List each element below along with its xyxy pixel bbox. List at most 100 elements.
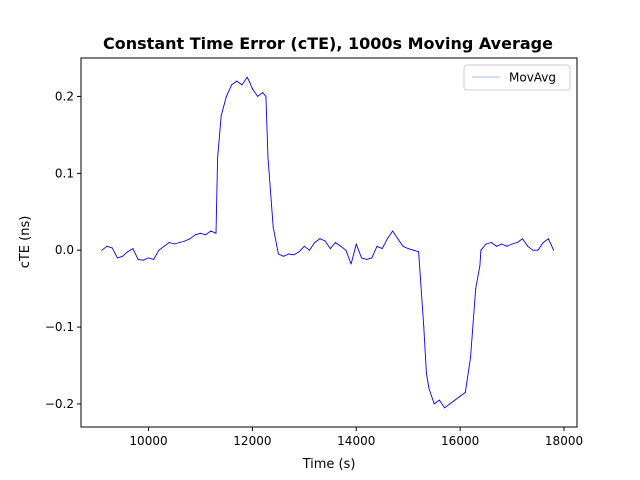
data-point bbox=[217, 157, 219, 159]
data-point bbox=[267, 157, 269, 159]
data-point bbox=[459, 395, 461, 397]
x-tick-label: 10000 bbox=[129, 434, 167, 448]
data-point bbox=[194, 234, 196, 236]
data-point bbox=[392, 230, 394, 232]
y-axis-label: cTE (ns) bbox=[18, 216, 33, 269]
legend: MovAvg bbox=[463, 64, 571, 91]
data-point bbox=[314, 242, 316, 243]
data-point bbox=[449, 403, 451, 405]
data-point bbox=[215, 232, 217, 234]
data-point bbox=[464, 391, 466, 393]
legend-frame bbox=[463, 64, 571, 91]
data-point bbox=[262, 92, 264, 94]
data-point bbox=[298, 251, 300, 253]
data-point bbox=[371, 257, 373, 259]
x-tick-label: 18000 bbox=[545, 434, 583, 448]
data-point bbox=[319, 238, 321, 240]
data-point bbox=[200, 232, 201, 234]
data-point bbox=[249, 82, 251, 84]
data-point bbox=[397, 238, 399, 240]
data-point bbox=[101, 249, 103, 251]
data-point bbox=[361, 257, 362, 259]
chart-title: Constant Time Error (cTE), 1000s Moving … bbox=[103, 34, 553, 53]
data-point bbox=[386, 238, 388, 240]
x-tick-label: 14000 bbox=[337, 434, 375, 448]
data-point bbox=[506, 245, 508, 247]
y-tick-label: −0.2 bbox=[45, 397, 74, 411]
data-point bbox=[116, 257, 118, 259]
data-point bbox=[163, 245, 165, 247]
data-point bbox=[412, 249, 414, 251]
data-point bbox=[425, 372, 427, 374]
y-tick-label: 0.0 bbox=[55, 243, 74, 257]
data-point bbox=[532, 249, 534, 251]
data-point bbox=[246, 76, 248, 78]
data-point bbox=[501, 243, 503, 245]
data-point bbox=[433, 403, 435, 405]
data-point bbox=[366, 258, 368, 260]
plot-area bbox=[101, 76, 555, 409]
data-point bbox=[402, 245, 404, 247]
data-point bbox=[277, 253, 279, 255]
data-point bbox=[350, 263, 352, 265]
data-point bbox=[516, 242, 518, 243]
data-point bbox=[231, 84, 233, 86]
data-point bbox=[236, 80, 238, 82]
axes-frame bbox=[80, 57, 578, 428]
data-point bbox=[265, 95, 267, 97]
data-point bbox=[537, 249, 539, 251]
x-axis-label: Time (s) bbox=[302, 457, 356, 472]
data-point bbox=[355, 243, 357, 245]
data-point bbox=[111, 247, 113, 249]
y-tick-label: −0.1 bbox=[45, 320, 74, 334]
data-point bbox=[381, 248, 383, 250]
data-point bbox=[309, 249, 310, 251]
data-point bbox=[376, 245, 378, 247]
data-point bbox=[470, 357, 471, 359]
data-point bbox=[272, 226, 274, 228]
data-point bbox=[485, 243, 487, 245]
data-point bbox=[174, 243, 175, 245]
data-point bbox=[511, 243, 513, 245]
x-axis: 10000 12000 14000 16000 18000 bbox=[129, 427, 583, 448]
data-point bbox=[423, 326, 425, 328]
data-point bbox=[324, 240, 326, 242]
data-point bbox=[542, 242, 544, 243]
data-point bbox=[153, 258, 155, 260]
y-tick-label: 0.1 bbox=[55, 166, 74, 180]
data-point bbox=[205, 234, 207, 236]
data-point bbox=[122, 255, 123, 257]
data-point bbox=[148, 257, 149, 259]
data-point bbox=[340, 245, 342, 247]
data-point bbox=[293, 254, 295, 256]
data-point bbox=[106, 245, 108, 247]
data-point bbox=[475, 288, 477, 290]
data-point bbox=[335, 242, 336, 243]
data-point bbox=[527, 245, 529, 247]
data-point bbox=[179, 242, 181, 243]
data-point bbox=[137, 258, 139, 260]
data-point bbox=[438, 399, 440, 401]
data-point bbox=[490, 242, 492, 243]
data-point bbox=[142, 259, 144, 261]
data-point bbox=[283, 255, 285, 257]
data-point bbox=[184, 240, 186, 242]
data-point bbox=[454, 399, 456, 401]
data-point bbox=[553, 249, 555, 251]
data-point bbox=[158, 249, 160, 251]
data-point bbox=[257, 95, 259, 97]
data-point bbox=[418, 251, 420, 253]
data-point bbox=[345, 249, 347, 251]
data-point bbox=[251, 88, 253, 90]
y-axis: −0.2 −0.1 0.0 0.1 0.2 bbox=[45, 89, 81, 411]
data-point bbox=[127, 251, 129, 253]
data-point bbox=[132, 248, 134, 250]
data-point bbox=[444, 407, 446, 409]
data-point bbox=[428, 388, 430, 390]
data-point bbox=[480, 249, 482, 251]
data-point bbox=[288, 253, 290, 255]
data-point bbox=[189, 238, 191, 240]
data-point bbox=[547, 238, 549, 240]
data-point bbox=[329, 248, 331, 250]
